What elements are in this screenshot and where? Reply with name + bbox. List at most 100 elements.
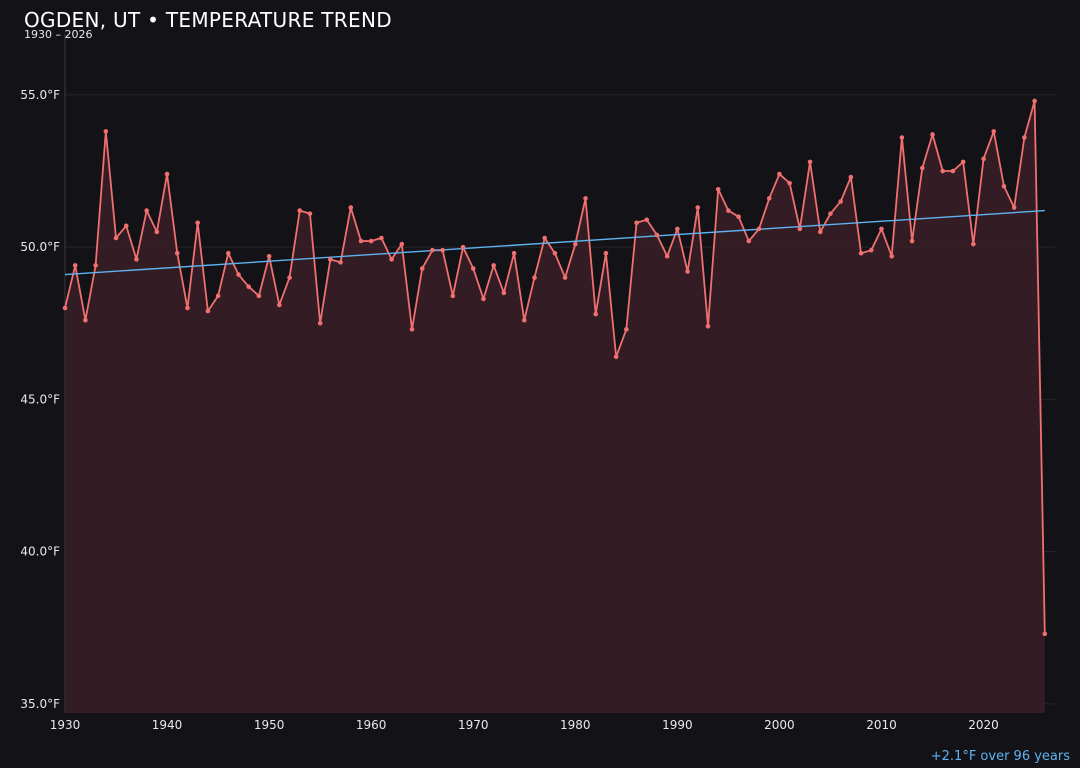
y-tick-label: 35.0°F [20, 697, 60, 711]
data-point [1011, 205, 1017, 210]
y-tick-label: 50.0°F [20, 240, 60, 254]
data-point [154, 229, 160, 235]
data-point [715, 186, 721, 192]
data-point [991, 129, 997, 134]
data-point [338, 260, 343, 265]
data-point [573, 241, 578, 247]
data-point [225, 250, 231, 256]
data-point [470, 266, 476, 271]
data-point [532, 275, 537, 280]
data-point [297, 208, 303, 213]
data-point [889, 253, 895, 259]
data-point [971, 241, 976, 247]
data-point [277, 302, 282, 308]
data-point [174, 250, 180, 256]
data-point [981, 156, 986, 162]
data-point [328, 257, 333, 262]
data-point [440, 247, 445, 253]
x-tick-label: 1980 [560, 718, 591, 732]
data-point [450, 293, 456, 299]
data-point [899, 135, 905, 140]
data-point [868, 247, 874, 253]
data-point [960, 159, 966, 165]
data-point [103, 129, 109, 134]
data-point [460, 244, 466, 250]
data-point [675, 226, 680, 232]
data-point [491, 263, 496, 268]
data-point [603, 250, 609, 256]
x-tick-label: 1940 [152, 718, 183, 732]
data-point [123, 223, 129, 229]
data-point [93, 263, 98, 268]
data-point [266, 253, 272, 259]
x-tick-label: 1950 [254, 718, 285, 732]
data-point [399, 241, 405, 247]
data-point [797, 226, 803, 232]
data-point [215, 293, 221, 299]
data-point [583, 196, 588, 201]
data-point [685, 269, 690, 274]
data-point [766, 196, 772, 201]
x-tick-label: 2020 [968, 718, 999, 732]
data-point [287, 275, 292, 280]
data-point [195, 220, 200, 226]
data-point [409, 327, 415, 332]
data-point [848, 174, 854, 180]
data-point [368, 238, 374, 244]
data-point [307, 211, 313, 216]
x-tick-label: 1990 [662, 718, 693, 732]
data-point [134, 257, 139, 262]
chart-subtitle: 1930 – 2026 [24, 28, 93, 41]
data-point [501, 290, 507, 296]
data-point [644, 217, 650, 223]
data-point [828, 211, 833, 216]
data-point [817, 229, 823, 235]
x-tick-label: 1930 [50, 718, 81, 732]
x-tick-label: 2010 [866, 718, 897, 732]
data-point [705, 324, 711, 329]
data-point [72, 263, 78, 268]
data-point [236, 272, 241, 277]
data-point [144, 208, 149, 213]
data-point [940, 168, 946, 174]
series-area [65, 100, 1045, 713]
data-point [205, 308, 211, 314]
data-point [1032, 98, 1037, 104]
data-point [430, 247, 435, 253]
data-point [950, 168, 956, 174]
data-point [920, 165, 925, 171]
data-point [1001, 183, 1007, 189]
y-tick-label: 55.0°F [20, 88, 60, 102]
data-point [909, 238, 915, 244]
data-point [185, 305, 190, 311]
data-point [879, 226, 884, 232]
trend-line [64, 209, 1045, 276]
data-point [930, 132, 935, 137]
data-point [521, 317, 527, 323]
data-point [348, 205, 354, 210]
data-point [246, 284, 252, 290]
data-point [654, 232, 660, 238]
data-point [838, 199, 843, 204]
trend-annotation: +2.1°F over 96 years [930, 749, 1070, 764]
data-point [634, 220, 639, 226]
y-tick-label: 45.0°F [20, 392, 60, 406]
data-point [379, 235, 384, 241]
data-point [83, 317, 88, 323]
data-point [624, 327, 629, 332]
x-tick-label: 1960 [356, 718, 387, 732]
data-point [317, 320, 323, 326]
data-point [736, 214, 741, 219]
data-point [1042, 631, 1048, 637]
data-point [807, 159, 813, 165]
y-tick-label: 40.0°F [20, 545, 60, 559]
data-point [664, 253, 670, 259]
data-point [256, 293, 262, 299]
data-point [787, 180, 792, 186]
data-point [542, 235, 547, 241]
data-point [511, 250, 517, 256]
data-point [358, 238, 364, 244]
chart-title: OGDEN, UT • TEMPERATURE TREND [24, 8, 392, 32]
